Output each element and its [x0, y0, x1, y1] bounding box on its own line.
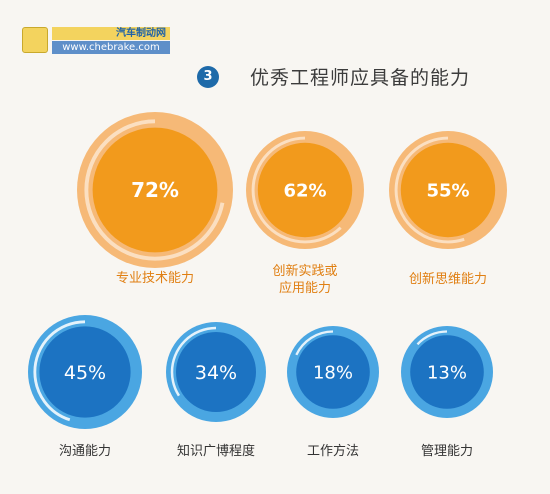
bubble-5: 34% — [166, 322, 266, 422]
bubble-2: 62% — [246, 131, 364, 249]
bubble-inner-disc — [410, 335, 484, 409]
watermark-logo: 汽车制动网 www.chebrake.com — [22, 27, 170, 57]
bubble-value-arc — [405, 330, 489, 414]
bubble-value-label: 34% — [195, 362, 237, 384]
bubble-4: 45% — [28, 315, 142, 429]
bubble-caption: 管理能力 — [420, 444, 473, 459]
bubble-1: 72% — [77, 112, 233, 268]
bubble-value-label: 18% — [313, 362, 353, 383]
bubble-value-arc — [33, 320, 137, 424]
bubble-inner-disc — [296, 335, 370, 409]
bubble-value-arc — [170, 326, 262, 418]
bubble-caption: 沟通能力 — [58, 444, 111, 459]
watermark-url: www.chebrake.com — [52, 41, 170, 54]
bubble-caption: 专业技术能力 — [115, 271, 194, 286]
watermark-site-name: 汽车制动网 — [52, 27, 170, 40]
bubble-3: 55% — [389, 131, 507, 249]
section-number-badge: 3 — [197, 66, 219, 88]
bubble-value-label: 55% — [426, 180, 469, 201]
bubble-value-label: 45% — [64, 362, 106, 384]
bubble-inner-disc — [257, 142, 353, 238]
bubble-value-label: 13% — [427, 362, 467, 383]
bubble-6: 18% — [287, 326, 379, 418]
bubble-7: 13% — [401, 326, 493, 418]
bubble-inner-disc — [176, 332, 256, 412]
bubble-value-arc — [394, 136, 502, 244]
bubble-value-label: 62% — [283, 180, 326, 201]
bubble-caption: 工作方法 — [306, 444, 359, 459]
bubble-caption: 创新实践或 应用能力 — [272, 264, 338, 296]
brake-logo-icon — [22, 27, 48, 53]
bubble-value-arc — [251, 136, 359, 244]
bubble-inner-disc — [39, 326, 131, 418]
section-title: 优秀工程师应具备的能力 — [250, 67, 471, 89]
bubble-value-arc — [84, 119, 226, 261]
bubble-value-arc — [291, 330, 375, 414]
bubble-caption: 知识广博程度 — [176, 444, 255, 459]
bubble-caption: 创新思维能力 — [408, 272, 487, 287]
bubble-inner-disc — [92, 127, 218, 253]
bubble-inner-disc — [400, 142, 496, 238]
bubble-value-label: 72% — [131, 178, 179, 202]
